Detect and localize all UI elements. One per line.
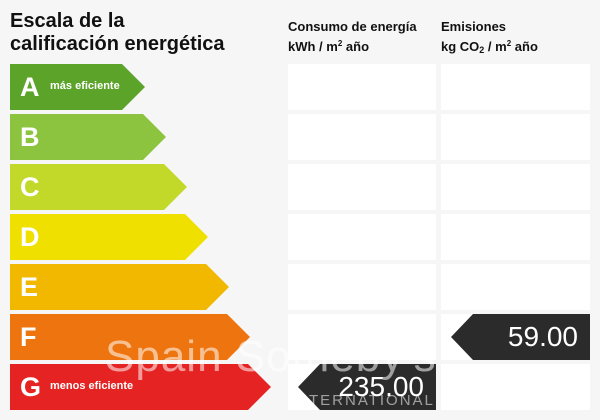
- rating-letter: G: [20, 372, 42, 402]
- rating-letter: A: [20, 72, 40, 102]
- rating-arrow-f: F: [10, 314, 250, 360]
- consumo-cell-d: [288, 214, 436, 260]
- scale-title: Escala de la calificación energética: [10, 10, 225, 56]
- consumo-header-unit: kWh / m2 año: [288, 39, 370, 54]
- rating-arrow-c: C: [10, 164, 187, 210]
- consumo-value: 235.00: [338, 371, 424, 402]
- consumo-value-tag: 235.00: [298, 364, 436, 410]
- consumo-cell-a: [288, 64, 436, 110]
- emisiones-header-line1: Emisiones: [441, 19, 507, 34]
- scale-title-line2: calificación energética: [10, 33, 225, 55]
- emisiones-cell-g: [441, 364, 590, 410]
- consumo-cell-b: [288, 114, 436, 160]
- emisiones-value: 59.00: [507, 321, 578, 352]
- rating-description: menos eficiente: [50, 380, 134, 392]
- rating-letter: E: [20, 272, 39, 302]
- emisiones-cell-e: [441, 264, 590, 310]
- emisiones-cell-d: [441, 214, 590, 260]
- rating-letter: F: [20, 322, 37, 352]
- rating-description: más eficiente: [50, 80, 120, 92]
- emisiones-header: Emisiones kg CO2 / m2 año: [441, 18, 538, 59]
- rating-arrow-e: E: [10, 264, 229, 310]
- emisiones-cell-a: [441, 64, 590, 110]
- scale-title-line1: Escala de la: [10, 10, 125, 32]
- rating-letter: B: [20, 122, 40, 152]
- consumo-cell-c: [288, 164, 436, 210]
- consumo-header-line1: Consumo de energía: [288, 19, 417, 34]
- emisiones-cell-b: [441, 114, 590, 160]
- emisiones-value-tag: 59.00: [451, 314, 590, 360]
- consumo-cell-f: [288, 314, 436, 360]
- rating-letter: D: [20, 222, 40, 252]
- emisiones-header-unit: kg CO2 / m2 año: [441, 39, 538, 55]
- rating-arrow-d: D: [10, 214, 208, 260]
- rating-arrow-b: B: [10, 114, 166, 160]
- consumo-cell-e: [288, 264, 436, 310]
- emisiones-cell-c: [441, 164, 590, 210]
- rating-letter: C: [20, 172, 40, 202]
- consumo-header: Consumo de energía kWh / m2 año: [288, 18, 417, 55]
